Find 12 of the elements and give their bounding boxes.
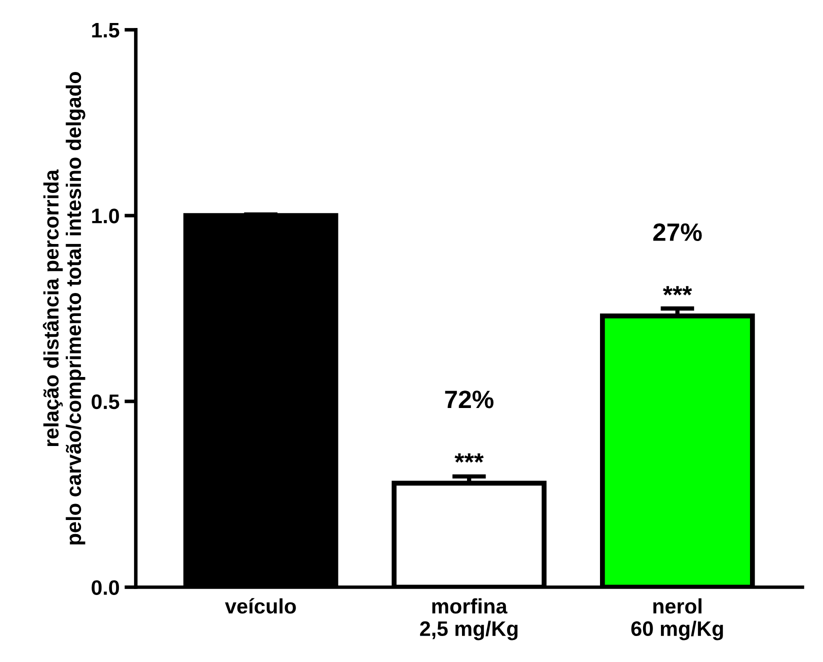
y-tick-label: 0.0 — [92, 580, 119, 595]
x-tick-label: veículo — [224, 598, 296, 614]
annotation: *** — [662, 286, 692, 296]
x-tick-label: morfina 2,5 mg/Kg — [420, 598, 518, 640]
y-tick-label: 1.0 — [92, 208, 119, 224]
y-tick-label: 0.5 — [92, 394, 120, 410]
annotation: 27% — [653, 223, 702, 241]
x-tick-label: nerol 60 mg/Kg — [631, 598, 723, 640]
y-tick-label: 1.5 — [92, 23, 120, 38]
annotation: *** — [454, 453, 484, 463]
y-axis-title: relação distância percorrida pelo carvão/comprimento total intesino delgado — [42, 72, 86, 544]
annotation: 72% — [445, 390, 494, 408]
